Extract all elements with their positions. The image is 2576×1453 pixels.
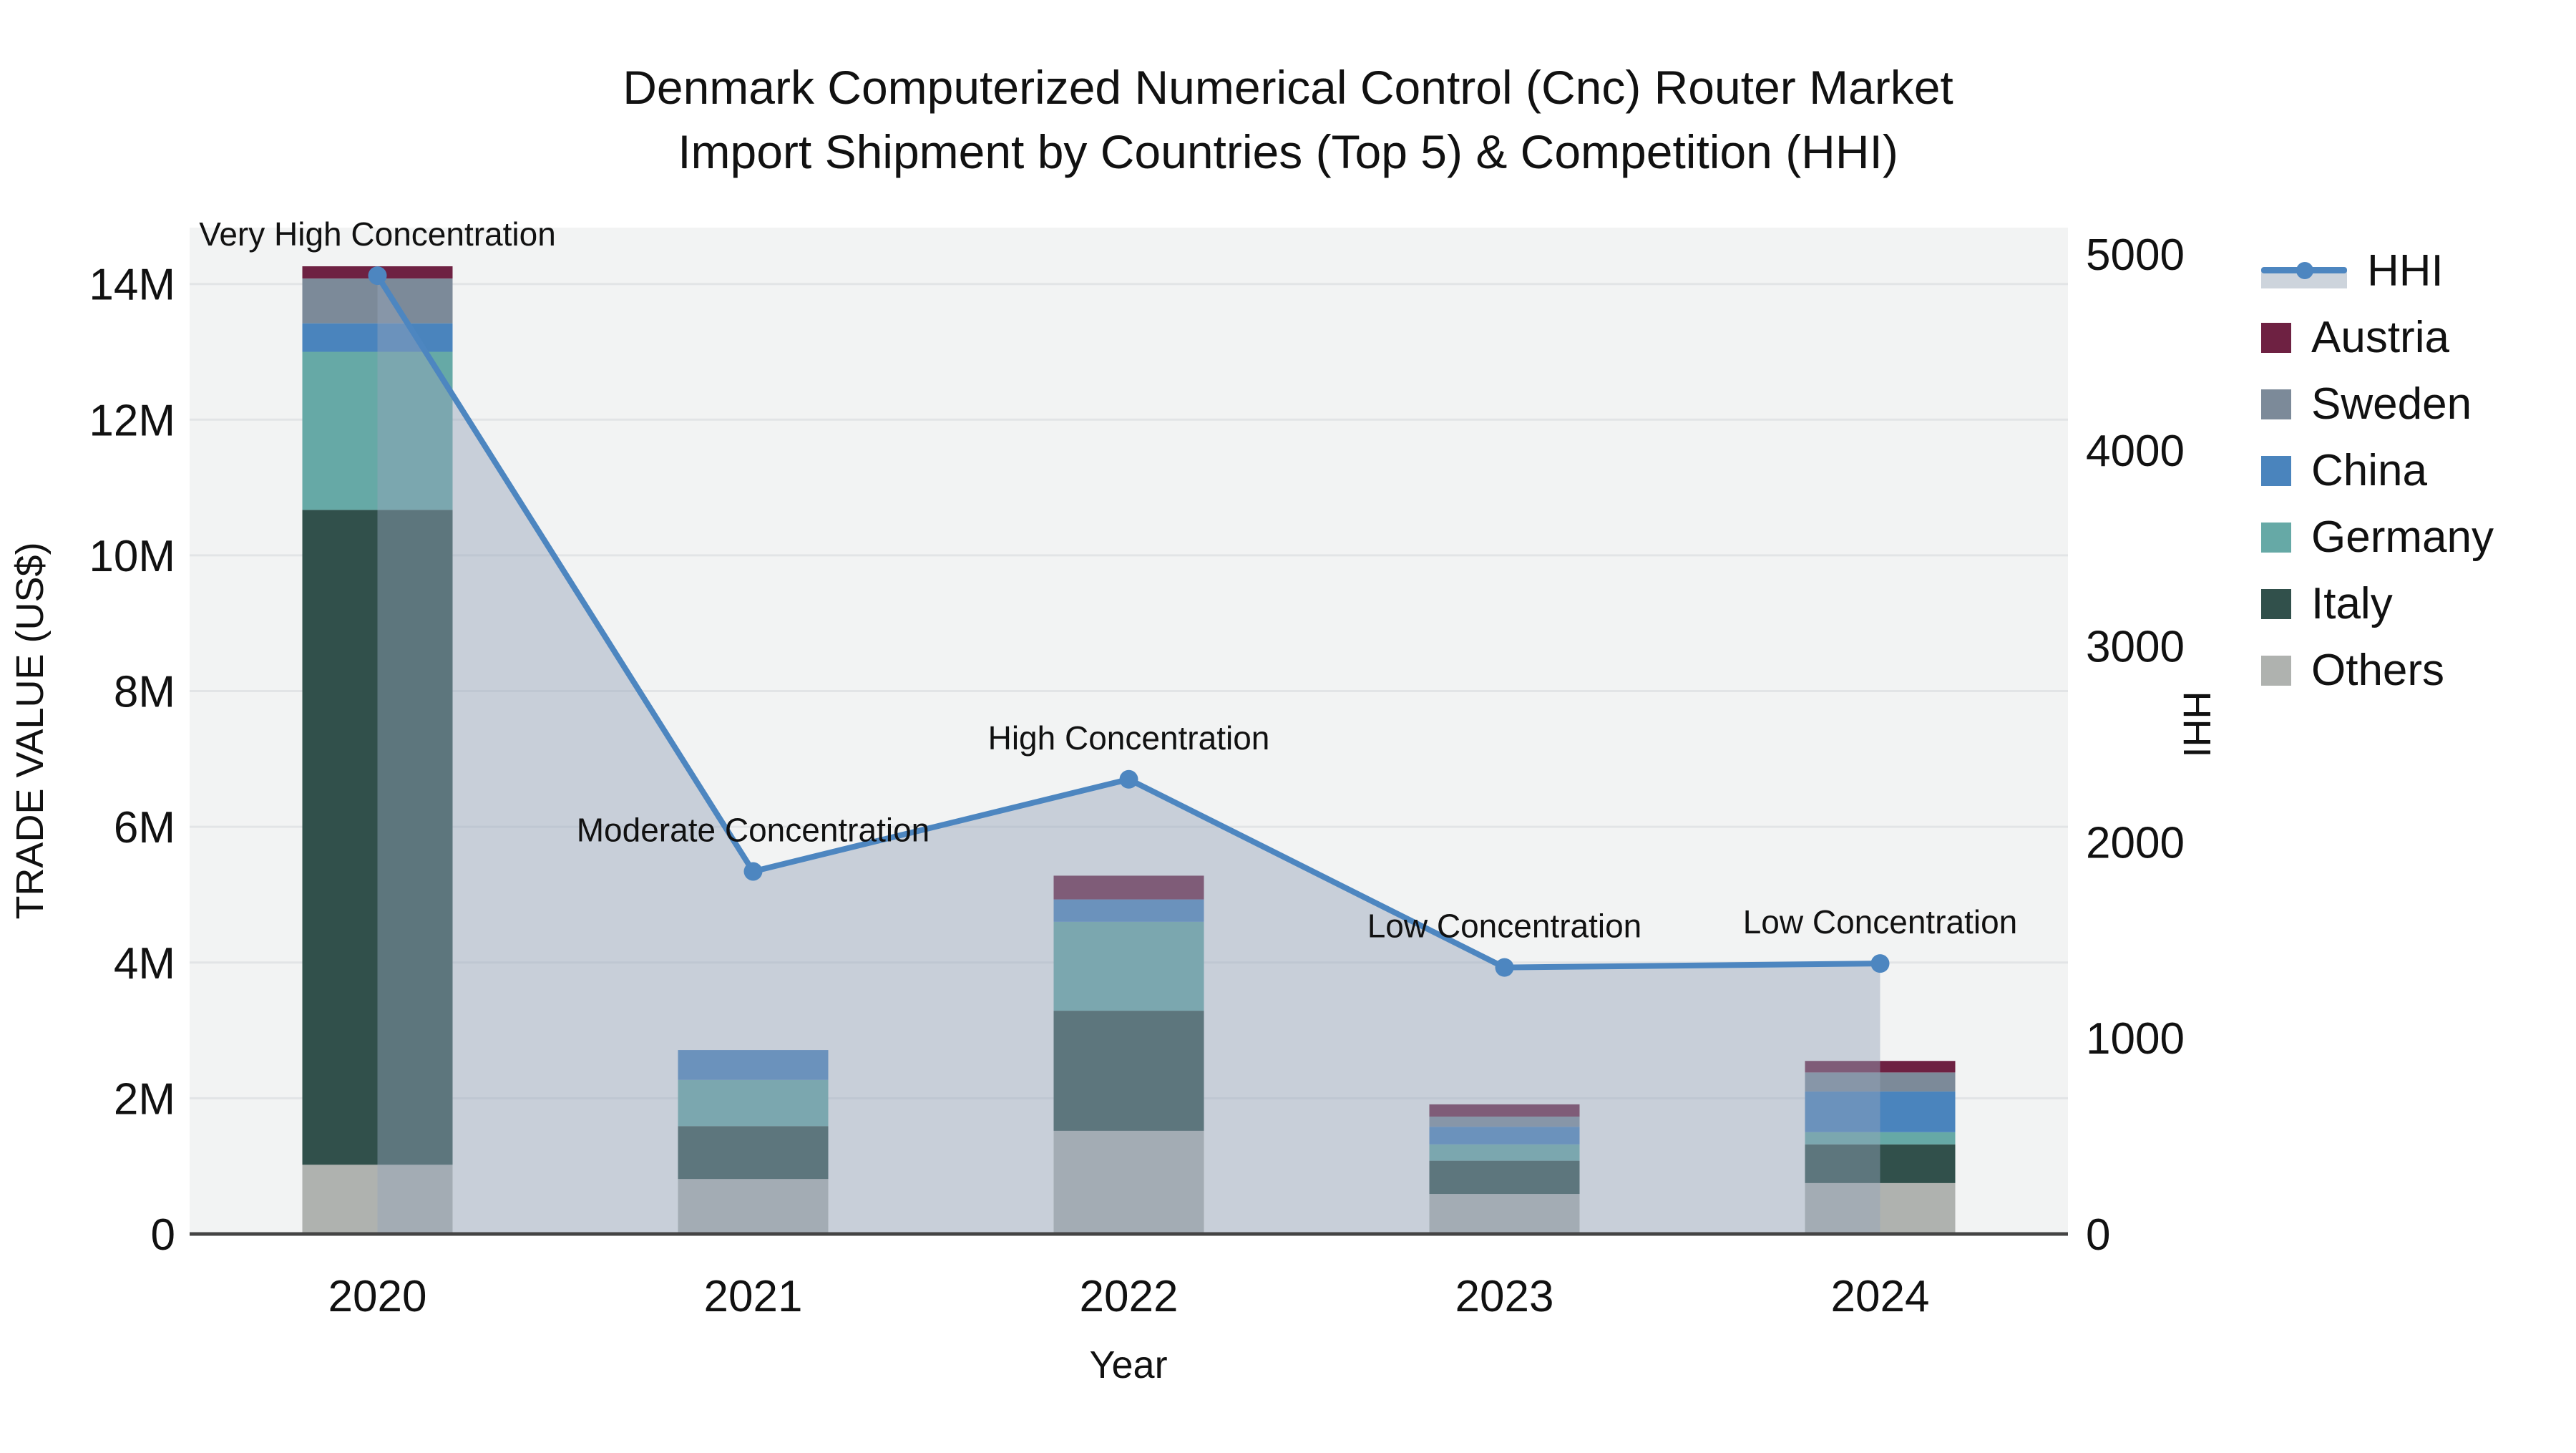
legend-swatch-austria	[2261, 322, 2291, 353]
y-left-tick-0: 0	[151, 1210, 175, 1260]
legend-label-sweden: Sweden	[2311, 379, 2472, 429]
bar-segment-italy-2024	[1805, 1144, 1956, 1183]
bar-segment-austria-2023	[1429, 1104, 1580, 1117]
y-right-tick-0: 0	[2086, 1210, 2110, 1260]
legend-item-sweden[interactable]: Sweden	[2261, 371, 2494, 437]
bar-segment-germany-2024	[1805, 1132, 1956, 1145]
legend-label-others: Others	[2311, 645, 2445, 695]
x-axis-title: Year	[1089, 1343, 1167, 1386]
y-right-tick-1000: 1000	[2086, 1014, 2185, 1064]
legend-label-china: China	[2311, 445, 2427, 495]
legend-swatch-sweden	[2261, 389, 2291, 419]
annotation-2023: Low Concentration	[1367, 908, 1642, 945]
chart-title-line1: Denmark Computerized Numerical Control (…	[623, 61, 1953, 114]
legend-label-italy: Italy	[2311, 578, 2393, 628]
y-left-tick-4M: 4M	[114, 939, 175, 988]
y-left-tick-10M: 10M	[89, 532, 175, 581]
bar-segment-italy-2022	[1053, 1011, 1204, 1131]
y-right-tick-5000: 5000	[2086, 230, 2185, 280]
legend-item-austria[interactable]: Austria	[2261, 304, 2494, 371]
legend-swatch-china	[2261, 455, 2291, 486]
legend-label-austria: Austria	[2311, 312, 2449, 362]
bar-segment-others-2022	[1053, 1130, 1204, 1234]
legend-label-germany: Germany	[2311, 512, 2494, 562]
hhi-area	[377, 276, 1880, 1234]
legend-label-hhi: HHI	[2367, 246, 2444, 296]
hhi-point-2020	[368, 266, 387, 286]
annotations: Very High Concentration Moderate Concentr…	[199, 215, 2017, 945]
bar-segment-italy-2023	[1429, 1160, 1580, 1195]
hhi-point-2024	[1870, 954, 1890, 973]
legend-swatch-germany	[2261, 522, 2291, 553]
bar-segment-others-2023	[1429, 1194, 1580, 1234]
bar-segment-others-2020	[302, 1165, 453, 1234]
bar-segment-sweden-2020	[302, 278, 453, 324]
bar-segment-germany-2020	[302, 351, 453, 510]
bar-segment-italy-2021	[678, 1126, 829, 1180]
bar-segment-china-2023	[1429, 1127, 1580, 1145]
annotation-2022: High Concentration	[988, 719, 1270, 757]
x-tick-2022: 2022	[1080, 1272, 1179, 1321]
y-axis-title-right: HHI	[2175, 691, 2218, 758]
bar-segment-sweden-2023	[1429, 1116, 1580, 1127]
y-right-tick-3000: 3000	[2086, 623, 2185, 672]
bar-segment-sweden-2024	[1805, 1072, 1956, 1092]
bar-segment-austria-2024	[1805, 1061, 1956, 1073]
legend-item-italy[interactable]: Italy	[2261, 570, 2494, 637]
annotation-2024: Low Concentration	[1743, 903, 2018, 941]
hhi-line	[368, 266, 1890, 977]
y-left-tick-2M: 2M	[114, 1074, 175, 1124]
bar-segment-others-2021	[678, 1179, 829, 1234]
y-left-tick-8M: 8M	[114, 668, 175, 717]
x-tick-2024: 2024	[1831, 1272, 1930, 1321]
legend-item-others[interactable]: Others	[2261, 637, 2494, 704]
legend-swatch-others	[2261, 655, 2291, 686]
chart-title-line2: Import Shipment by Countries (Top 5) & C…	[678, 125, 1898, 178]
y-left-tick-14M: 14M	[89, 261, 175, 310]
legend-item-china[interactable]: China	[2261, 437, 2494, 504]
y-axis-title-left: TRADE VALUE (US$)	[9, 542, 52, 919]
y-left-tick-6M: 6M	[114, 803, 175, 852]
y-left-tick-12M: 12M	[89, 396, 175, 445]
bar-segment-china-2021	[678, 1050, 829, 1080]
bar-segment-china-2022	[1053, 899, 1204, 922]
bar-segment-china-2020	[302, 323, 453, 352]
x-tick-2021: 2021	[704, 1272, 803, 1321]
hhi-point-2022	[1119, 769, 1138, 789]
bar-segment-austria-2022	[1053, 875, 1204, 900]
y-right-tick-2000: 2000	[2086, 818, 2185, 868]
hhi-area-fill	[377, 276, 1880, 1234]
hhi-point-2021	[743, 862, 763, 881]
x-tick-2020: 2020	[328, 1272, 427, 1321]
legend: HHI Austria Sweden China Germany Italy Others	[2261, 238, 2494, 704]
x-tick-2023: 2023	[1455, 1272, 1554, 1321]
legend-swatch-italy	[2261, 588, 2291, 619]
bar-segment-italy-2020	[302, 510, 453, 1165]
legend-item-germany[interactable]: Germany	[2261, 504, 2494, 570]
bar-segment-germany-2021	[678, 1079, 829, 1127]
bar-segment-germany-2023	[1429, 1144, 1580, 1161]
stacked-bars	[302, 266, 1956, 1234]
legend-item-hhi[interactable]: HHI	[2261, 238, 2494, 304]
bar-segment-china-2024	[1805, 1091, 1956, 1132]
hhi-point-2023	[1495, 958, 1514, 977]
bar-segment-others-2024	[1805, 1182, 1956, 1234]
bar-segment-germany-2022	[1053, 921, 1204, 1011]
axis-tick-labels: 0 2M 4M 6M 8M 10M 12M 14M 0 1000 2000 3000 4000 5000 2…	[89, 230, 2185, 1321]
annotation-2020: Very High Concentration	[199, 215, 556, 253]
annotation-2021: Moderate Concentration	[577, 811, 930, 848]
hhi-line-icon	[2261, 250, 2347, 293]
y-right-tick-4000: 4000	[2086, 427, 2185, 476]
